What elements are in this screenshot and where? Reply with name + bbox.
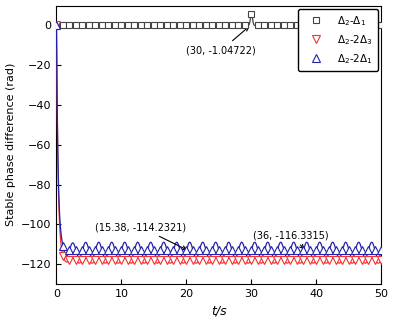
Y-axis label: Stable phase difference (rad): Stable phase difference (rad)	[6, 63, 15, 226]
$\Delta_2$-$\Delta_1$	[158, 24, 163, 27]
Line: $\Delta_2$-2$\Delta_3$: $\Delta_2$-2$\Delta_3$	[53, 22, 385, 264]
$\Delta_2$-2$\Delta_3$	[54, 24, 59, 27]
$\Delta_2$-$\Delta_1$	[54, 24, 59, 27]
$\Delta_2$-$\Delta_1$	[379, 24, 384, 27]
$\Delta_2$-2$\Delta_3$	[288, 258, 293, 262]
$\Delta_2$-2$\Delta_3$	[152, 258, 156, 262]
$\Delta_2$-2$\Delta_3$	[269, 258, 273, 262]
Legend: $\Delta_2$-$\Delta_1$, $\Delta_2$-2$\Delta_3$, $\Delta_2$-2$\Delta_1$: $\Delta_2$-$\Delta_1$, $\Delta_2$-2$\Del…	[298, 9, 378, 71]
$\Delta_2$-2$\Delta_1$	[158, 248, 163, 252]
Text: (30, -1.04722): (30, -1.04722)	[186, 27, 256, 55]
$\Delta_2$-2$\Delta_1$	[126, 248, 130, 252]
Text: (15.38, -114.2321): (15.38, -114.2321)	[95, 222, 186, 249]
$\Delta_2$-$\Delta_1$	[126, 24, 130, 27]
$\Delta_2$-$\Delta_1$	[152, 24, 156, 27]
Text: (36, -116.3315): (36, -116.3315)	[253, 230, 328, 248]
Line: $\Delta_2$-$\Delta_1$: $\Delta_2$-$\Delta_1$	[53, 10, 385, 28]
$\Delta_2$-2$\Delta_3$	[158, 258, 163, 262]
$\Delta_2$-2$\Delta_1$	[340, 248, 345, 252]
$\Delta_2$-2$\Delta_1$	[373, 248, 377, 252]
$\Delta_2$-$\Delta_1$	[275, 24, 280, 27]
$\Delta_2$-2$\Delta_3$	[379, 258, 384, 262]
$\Delta_2$-2$\Delta_3$	[126, 258, 130, 262]
$\Delta_2$-$\Delta_1$	[373, 24, 377, 27]
$\Delta_2$-2$\Delta_3$	[373, 258, 377, 262]
$\Delta_2$-2$\Delta_1$	[54, 24, 59, 27]
$\Delta_2$-2$\Delta_1$	[269, 248, 273, 252]
$\Delta_2$-2$\Delta_1$	[152, 248, 156, 252]
$\Delta_2$-$\Delta_1$	[295, 24, 299, 27]
$\Delta_2$-2$\Delta_3$	[340, 258, 345, 262]
$\Delta_2$-2$\Delta_1$	[379, 248, 384, 252]
$\Delta_2$-$\Delta_1$	[249, 12, 254, 16]
X-axis label: t/s: t/s	[211, 305, 227, 318]
Line: $\Delta_2$-2$\Delta_1$: $\Delta_2$-2$\Delta_1$	[53, 22, 385, 254]
$\Delta_2$-2$\Delta_1$	[288, 248, 293, 252]
